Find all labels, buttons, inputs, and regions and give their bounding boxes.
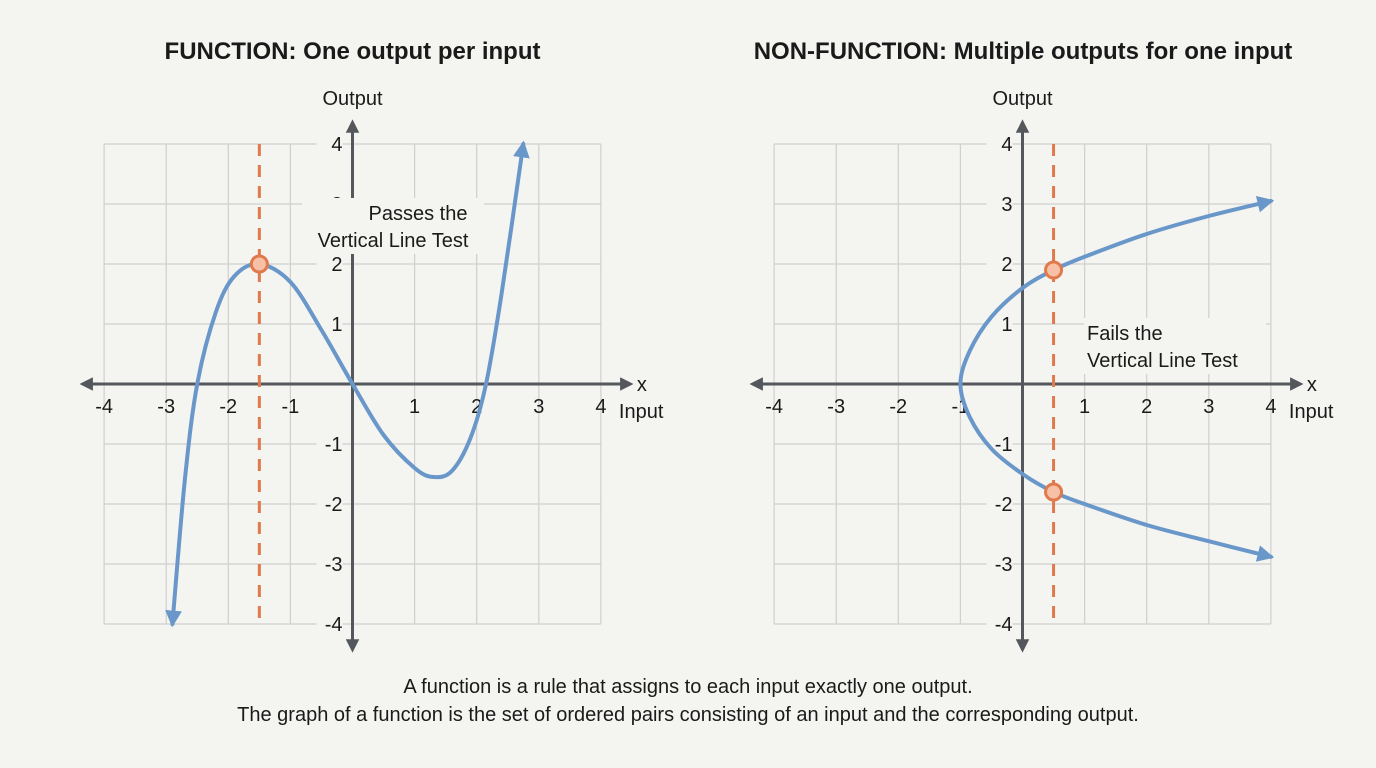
non-function-x-tick-label: 4: [1265, 396, 1276, 418]
function-y-tick-label: -2: [325, 494, 343, 516]
non-function-y-tick-label: 3: [1001, 194, 1012, 216]
non-function-x-axis-name: x: [1307, 374, 1317, 396]
function-x-tick-label: 1: [409, 396, 420, 418]
caption-line-2: The graph of a function is the set of or…: [237, 704, 1139, 726]
function-x-tick-label: 4: [595, 396, 606, 418]
non-function-y-tick-label-bg: [986, 432, 1013, 456]
non-function-x-tick-label: 2: [1141, 396, 1152, 418]
passes-annotation-line-2: Vertical Line Test: [318, 230, 469, 252]
non-function-x-tick-label: -4: [765, 396, 783, 418]
non-function-intersection-point: [1044, 260, 1064, 280]
function-y-tick-label: 2: [331, 254, 342, 276]
passes-annotation-line-1: Passes the: [369, 203, 468, 225]
non-function-y-tick-label-bg: [986, 552, 1013, 576]
parabola-curve: [958, 195, 1275, 562]
non-function-y-tick-label-bg: [986, 612, 1013, 636]
non-function-x-tick-label: 1: [1079, 396, 1090, 418]
non-function-y-tick-label: -3: [995, 554, 1013, 576]
annotation-bg: [1084, 318, 1266, 374]
function-x-tick-label: 3: [533, 396, 544, 418]
non-function-x-tick-label: -3: [827, 396, 845, 418]
function-x-axis-label: Input: [619, 401, 664, 423]
non-function-y-tick-label-bg: [986, 252, 1013, 276]
function-chart-title: FUNCTION: One output per input: [164, 38, 541, 65]
non-function-y-tick-label: 1: [1001, 314, 1012, 336]
fails-annotation-line-2: Vertical Line Test: [1087, 350, 1238, 372]
non-function-chart-title: NON-FUNCTION: Multiple outputs for one i…: [753, 38, 1293, 65]
fails-annotation-line-1: Fails the: [1087, 323, 1163, 345]
non-function-x-tick-label: 3: [1203, 396, 1214, 418]
function-intersection-point: [249, 254, 269, 274]
non-function-intersection-point: [1044, 482, 1064, 502]
function-x-tick-label: -1: [282, 396, 300, 418]
function-y-tick-label: -3: [325, 554, 343, 576]
function-x-tick-label: -4: [95, 396, 113, 418]
non-function-y-tick-label: 4: [1001, 134, 1012, 156]
function-x-tick-label: -2: [219, 396, 237, 418]
non-function-y-axis-label: Output: [992, 88, 1052, 110]
non-function-x-axis-label: Input: [1289, 401, 1334, 423]
non-function-y-tick-label-bg: [986, 132, 1013, 156]
non-function-y-tick-label: -4: [995, 614, 1013, 636]
function-x-tick-label: -3: [157, 396, 175, 418]
function-x-axis-name: x: [637, 374, 647, 396]
non-function-y-tick-label-bg: [986, 192, 1013, 216]
function-y-tick-label: -1: [325, 434, 343, 456]
non-function-x-tick-label: -2: [889, 396, 907, 418]
non-function-y-tick-label-bg: [986, 492, 1013, 516]
caption-line-1: A function is a rule that assigns to eac…: [403, 676, 973, 698]
function-curve: [165, 140, 530, 628]
function-y-axis-label: Output: [322, 88, 382, 110]
non-function-y-tick-label: -1: [995, 434, 1013, 456]
non-function-y-tick-label: -2: [995, 494, 1013, 516]
annotation-bg: [302, 198, 484, 254]
function-y-tick-label: -4: [325, 614, 343, 636]
function-y-tick-label: 4: [331, 134, 342, 156]
non-function-y-tick-label: 2: [1001, 254, 1012, 276]
function-y-tick-label: 1: [331, 314, 342, 336]
